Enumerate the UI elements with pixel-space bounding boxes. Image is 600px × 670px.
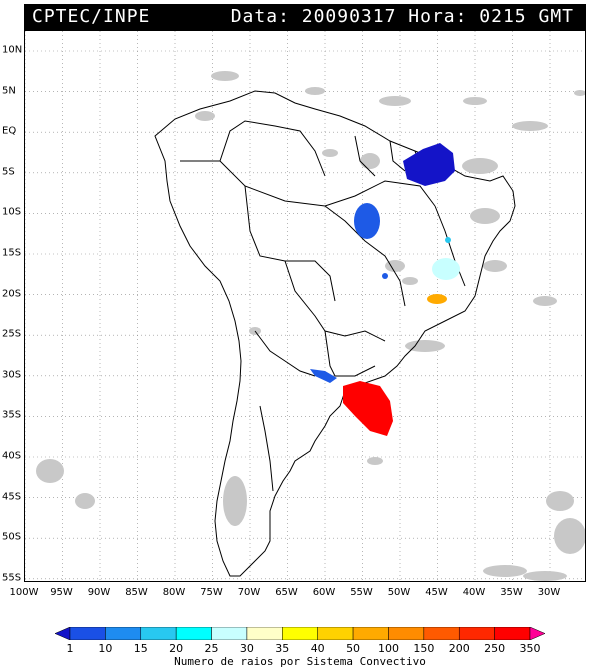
graticule [25, 31, 585, 581]
lat-label: 40S [2, 450, 22, 462]
color-swatch [55, 627, 71, 640]
lon-label: 30W [537, 587, 561, 598]
color-swatch [105, 627, 142, 640]
lon-label: 95W [50, 587, 73, 598]
lat-label: 15S [2, 247, 22, 259]
color-scale-tick: 30 [239, 642, 254, 655]
map-canvas [25, 31, 585, 581]
color-swatch [246, 627, 283, 640]
lon-label: 100W [9, 587, 39, 598]
lon-label: 85W [125, 587, 148, 598]
lon-label: 65W [275, 587, 298, 598]
lat-label: 20S [2, 288, 22, 300]
cell-north-east [403, 143, 455, 186]
date-time-stamp: Data: 20090317 Hora: 0215 GMT [230, 6, 574, 27]
lat-label: 5N [2, 85, 16, 97]
lon-label: 35W [500, 587, 523, 598]
title-bar: CPTEC/INPE Data: 20090317 Hora: 0215 GMT [24, 4, 586, 30]
cell-red [343, 381, 393, 436]
lat-label: 45S [2, 491, 22, 503]
lon-label: 55W [350, 587, 373, 598]
color-scale-tick: 150 [413, 642, 435, 655]
color-swatch [140, 627, 177, 640]
lon-label: 50W [387, 587, 411, 598]
cloud-cover [36, 71, 585, 581]
color-scale-tick: 40 [310, 642, 325, 655]
color-scale-tick: 250 [484, 642, 506, 655]
color-scale-tick: 35 [275, 642, 290, 655]
coastlines [154, 90, 516, 577]
color-scale-tick: 200 [448, 642, 470, 655]
color-scale-tick: 50 [346, 642, 361, 655]
color-scale-tick: 100 [377, 642, 399, 655]
color-swatch [352, 627, 389, 640]
product-title: CPTEC/INPE [32, 6, 151, 27]
color-scale-tick: 20 [169, 642, 184, 655]
color-scale-tick: 15 [133, 642, 148, 655]
lat-label: 50S [2, 531, 22, 543]
lat-label: 35S [2, 409, 22, 421]
color-swatch [317, 627, 354, 640]
lat-label: 55S [2, 572, 22, 584]
lon-label: 40W [462, 587, 486, 598]
lon-label: 80W [162, 587, 186, 598]
color-swatch [175, 627, 212, 640]
lat-label: 10N [2, 44, 23, 56]
color-swatch [69, 627, 106, 640]
lightning-cells [310, 143, 460, 436]
color-scale-bar [55, 627, 545, 640]
color-scale-tick: 25 [204, 642, 219, 655]
lat-label: 10S [2, 206, 22, 218]
color-scale-tick: 1 [66, 642, 74, 655]
color-swatch [529, 627, 545, 640]
lon-label: 90W [87, 587, 111, 598]
color-swatch [423, 627, 460, 640]
color-swatch [211, 627, 248, 640]
color-swatch [388, 627, 425, 640]
lon-label: 75W [200, 587, 223, 598]
color-scale-tick: 350 [519, 642, 541, 655]
lon-label: 45W [425, 587, 448, 598]
cell-southern-blue [310, 369, 337, 383]
lat-label: 30S [2, 369, 22, 381]
color-scale-tick: 10 [98, 642, 113, 655]
color-swatch [458, 627, 495, 640]
color-swatch [282, 627, 318, 640]
lat-label: EQ [2, 125, 17, 137]
lat-label: 5S [2, 166, 15, 178]
color-swatch [494, 627, 531, 640]
color-scale-caption: Numero de raios por Sistema Convectivo [174, 655, 426, 668]
lat-label: 25S [2, 328, 22, 340]
cell-orange [427, 294, 447, 304]
cell-south-east-light [432, 258, 460, 280]
lon-label: 60W [312, 587, 336, 598]
cell-central [354, 203, 380, 239]
lon-label: 70W [237, 587, 261, 598]
map-frame [24, 30, 586, 582]
